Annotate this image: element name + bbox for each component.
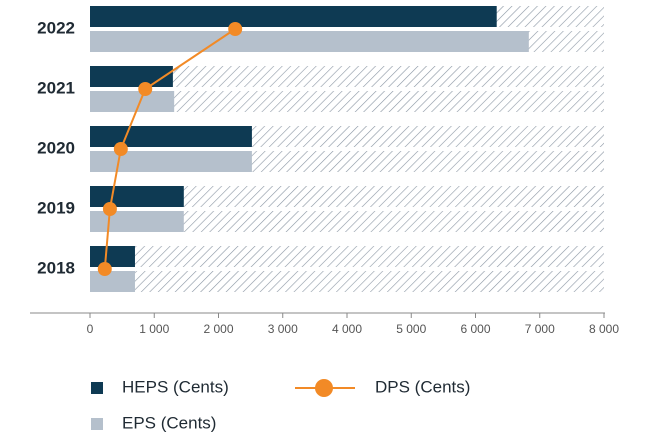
bar-background	[90, 66, 604, 87]
category-label: 2022	[37, 18, 75, 37]
bar	[90, 66, 173, 87]
legend-swatch	[91, 418, 103, 430]
bar	[90, 126, 252, 147]
bar	[90, 31, 529, 52]
bar-background	[90, 211, 604, 232]
legend-label: EPS (Cents)	[122, 413, 216, 432]
line-point	[228, 22, 243, 36]
x-tick-label: 2 000	[203, 322, 233, 336]
legend-label: HEPS (Cents)	[122, 377, 229, 396]
bar	[90, 6, 497, 27]
legend-marker	[315, 379, 333, 397]
bar-background	[90, 91, 604, 112]
bar	[90, 151, 252, 172]
bar	[90, 186, 184, 207]
line-point	[113, 142, 128, 156]
x-tick-label: 8 000	[589, 322, 619, 336]
x-tick-label: 3 000	[268, 322, 298, 336]
legend-label: DPS (Cents)	[375, 377, 470, 396]
category-label: 2019	[37, 198, 75, 217]
category-label: 2021	[37, 78, 75, 97]
bar-background	[90, 246, 604, 267]
line-point	[138, 82, 153, 96]
line-point	[102, 202, 117, 216]
legend-swatch	[91, 382, 103, 394]
x-tick-label: 0	[87, 322, 94, 336]
bar-background	[90, 271, 604, 292]
bar	[90, 271, 135, 292]
bar	[90, 91, 175, 112]
x-tick-label: 1 000	[139, 322, 169, 336]
line-point	[97, 262, 112, 276]
x-tick-label: 7 000	[525, 322, 555, 336]
bar	[90, 246, 135, 267]
x-tick-label: 4 000	[332, 322, 362, 336]
x-tick-label: 5 000	[396, 322, 426, 336]
bar	[90, 211, 184, 232]
category-label: 2018	[37, 258, 75, 277]
bar-background	[90, 186, 604, 207]
x-tick-label: 6 000	[460, 322, 490, 336]
category-label: 2020	[37, 138, 75, 157]
